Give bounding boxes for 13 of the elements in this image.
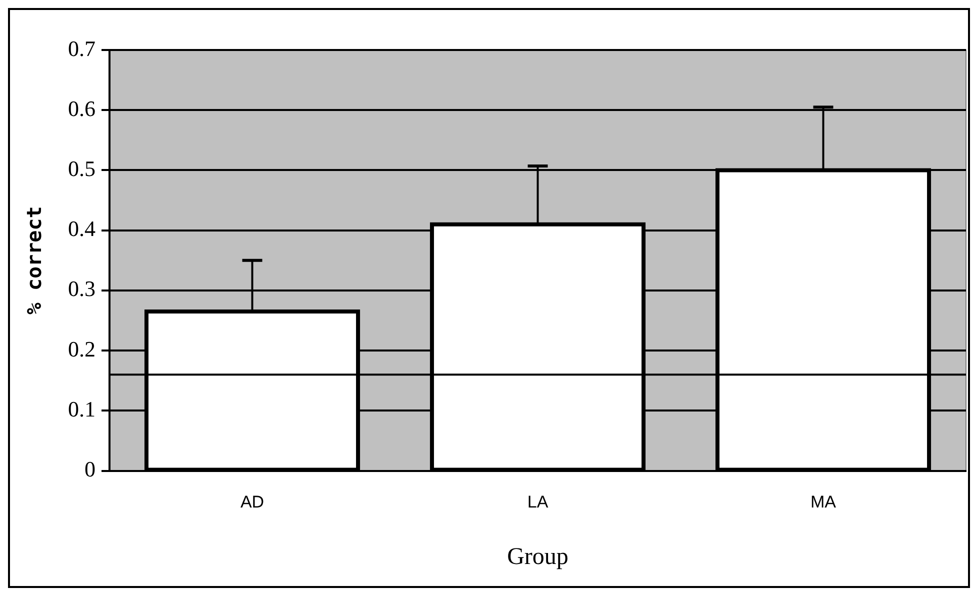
y-tick-label: 0.6 bbox=[68, 96, 96, 121]
y-tick-label: 0.4 bbox=[68, 216, 96, 242]
y-tick-label: 0.7 bbox=[68, 36, 96, 61]
y-tick-label: 0.2 bbox=[68, 336, 96, 362]
y-tick-label: 0 bbox=[84, 456, 96, 482]
x-tick-label: LA bbox=[527, 492, 549, 512]
x-axis-title: Group bbox=[507, 544, 568, 570]
x-tick-label: MA bbox=[810, 492, 837, 512]
y-tick-label: 0.1 bbox=[68, 396, 96, 422]
y-tick-label: 0.3 bbox=[68, 276, 96, 302]
x-tick-label: AD bbox=[240, 492, 264, 512]
y-axis-title: % correct bbox=[22, 206, 46, 315]
y-tick-label: 0.5 bbox=[68, 156, 96, 182]
